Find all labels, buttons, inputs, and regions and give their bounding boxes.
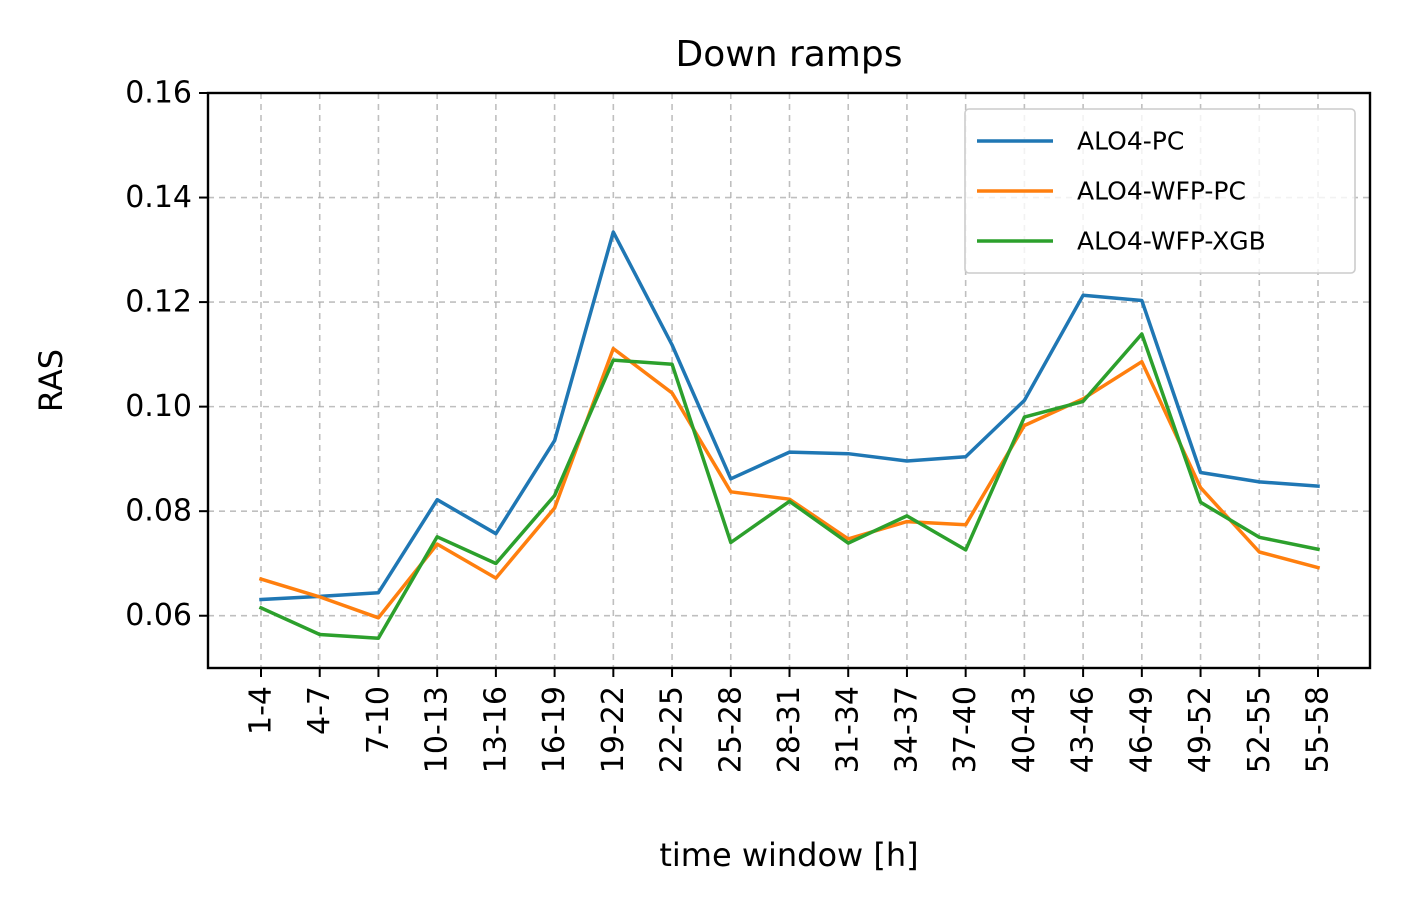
y-tick-label: 0.14 xyxy=(125,180,192,215)
x-tick-label: 52-55 xyxy=(1242,686,1277,773)
x-tick-label: 16-19 xyxy=(537,686,572,773)
x-tick-label: 49-52 xyxy=(1183,686,1218,773)
x-tick-label: 55-58 xyxy=(1301,686,1336,773)
x-tick-label: 46-49 xyxy=(1124,686,1159,773)
x-tick-label: 43-46 xyxy=(1066,686,1101,773)
x-tick-label: 37-40 xyxy=(948,686,983,773)
x-tick-label: 19-22 xyxy=(596,686,631,773)
x-tick-label: 28-31 xyxy=(772,686,807,773)
legend-label: ALO4-PC xyxy=(1077,127,1184,156)
chart-title: Down ramps xyxy=(676,34,903,75)
y-tick-label: 0.08 xyxy=(125,494,192,529)
x-axis-title: time window [h] xyxy=(659,836,918,874)
y-tick-label: 0.10 xyxy=(125,389,192,424)
legend-label: ALO4-WFP-PC xyxy=(1077,177,1246,206)
grid xyxy=(208,92,1370,668)
y-axis-title: RAS xyxy=(32,349,70,412)
x-tick-label: 22-25 xyxy=(655,686,690,773)
legend-box xyxy=(964,108,1356,274)
x-tick-label: 40-43 xyxy=(1007,686,1042,773)
x-tick-label: 4-7 xyxy=(302,686,337,735)
series-line-alo4-pc xyxy=(259,230,1320,602)
x-tick-label: 31-34 xyxy=(831,686,866,773)
x-tick-label: 7-10 xyxy=(361,686,396,754)
legend: ALO4-PC ALO4-WFP-PC ALO4-WFP-XGB xyxy=(964,108,1356,274)
x-axis-ticks: 1-4 4-7 7-10 10-13 13-16 16-19 19-22 22-25 25-28… xyxy=(244,668,1336,773)
y-tick-label: 0.12 xyxy=(125,285,192,320)
x-tick-label: 1-4 xyxy=(244,686,279,735)
x-tick-label: 25-28 xyxy=(713,686,748,773)
series-lines xyxy=(258,230,1321,640)
series-line-alo4-wfp-pc xyxy=(258,346,1321,620)
series-line-alo4-wfp-xgb xyxy=(258,332,1321,640)
y-axis-ticks: 0.06 0.08 0.10 0.12 0.14 0.16 xyxy=(125,76,208,633)
x-tick-label: 13-16 xyxy=(478,686,513,773)
x-tick-label: 34-37 xyxy=(889,686,924,773)
legend-label: ALO4-WFP-XGB xyxy=(1077,227,1266,256)
y-tick-label: 0.16 xyxy=(125,76,192,111)
x-tick-label: 10-13 xyxy=(420,686,455,773)
y-tick-label: 0.06 xyxy=(125,598,192,633)
